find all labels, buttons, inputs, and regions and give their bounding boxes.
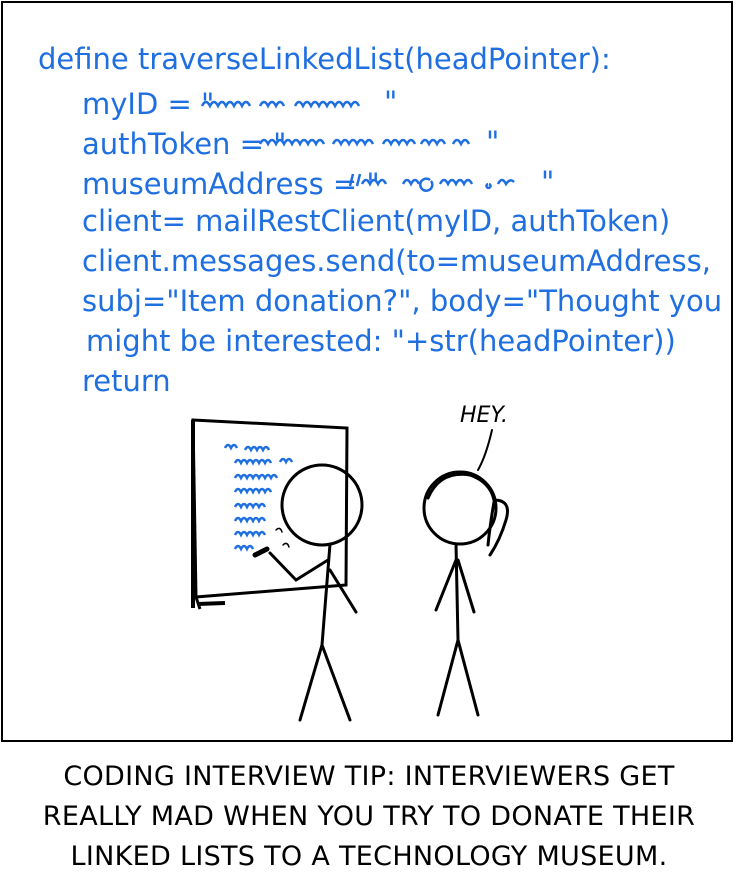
code-line-interested: might be interested: "+str(headPointer)) (86, 324, 676, 358)
code-myid-endquote: " (384, 85, 398, 119)
speech-text: HEY. (460, 403, 509, 428)
caption-line-2: REALLY MAD WHEN YOU TRY TO DONATE THEIR (42, 801, 696, 832)
whiteboard-scribbles (223, 443, 294, 552)
redacted-museumaddress-scribble (348, 173, 515, 192)
code-line-subj: subj="Item donation?", body="Thought you (82, 284, 723, 318)
whiteboard (191, 418, 349, 610)
redacted-myid-scribble (200, 100, 361, 109)
code-line-define: define traverseLinkedList(headPointer): (38, 42, 611, 76)
code-museumaddress-endquote: " (541, 165, 555, 199)
caption-line-1: CODING INTERVIEW TIP: INTERVIEWERS GET (63, 761, 675, 792)
code-authtoken-label: authToken = " (82, 127, 287, 161)
code-line-client: client= mailRestClient(myID, authToken) (82, 204, 671, 238)
stick-figure-woman (422, 429, 509, 717)
caption-line-3: LINKED LISTS TO A TECHNOLOGY MUSEUM. (70, 841, 668, 872)
stick-figure-man (252, 463, 364, 722)
code-line-return: return (82, 364, 171, 398)
comic-panel (1, 1, 733, 742)
code-line-send: client.messages.send(to=museumAddress, (82, 244, 711, 278)
redacted-authtoken-scribble (258, 138, 471, 147)
code-authtoken-endquote: " (486, 125, 500, 159)
code-line-authtoken: authToken = " (82, 130, 287, 159)
